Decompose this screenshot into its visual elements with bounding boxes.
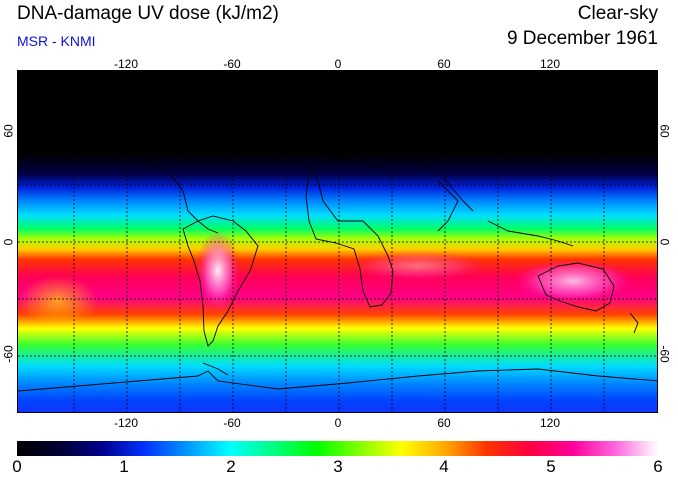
lon-tick-top: 120 bbox=[539, 57, 561, 71]
colorbar-label: 2 bbox=[226, 457, 236, 476]
map-title: DNA-damage UV dose (kJ/m2) bbox=[17, 3, 279, 24]
lon-tick-bottom: 0 bbox=[334, 416, 342, 430]
hotspot-indian-ocean bbox=[348, 251, 488, 281]
date-label: 9 December 1961 bbox=[506, 28, 658, 49]
lon-tick-top: -60 bbox=[223, 57, 241, 71]
antarctic-peninsula bbox=[202, 362, 229, 376]
frame-ticks bbox=[74, 71, 657, 73]
uv-dose-map bbox=[17, 70, 658, 413]
lat-tick-left: -60 bbox=[1, 345, 16, 363]
lon-tick-bottom: 60 bbox=[437, 416, 451, 430]
lat-tick-right: -60 bbox=[657, 345, 672, 363]
coastlines bbox=[18, 130, 657, 392]
colorbar-label: 5 bbox=[546, 457, 556, 476]
sky-condition-label: Clear-sky bbox=[577, 3, 658, 24]
hotspot-south-america bbox=[196, 231, 240, 311]
india-coast bbox=[437, 180, 459, 232]
lon-tick-bottom: -120 bbox=[113, 416, 139, 430]
lon-tick-top: 0 bbox=[334, 57, 342, 71]
lon-tick-top: -120 bbox=[113, 57, 139, 71]
colorbar-label: 3 bbox=[333, 457, 343, 476]
south-america-coast bbox=[182, 215, 259, 347]
lon-tick-bottom: -60 bbox=[223, 416, 241, 430]
southeast-asia-coast bbox=[487, 220, 574, 247]
north-america-coast bbox=[37, 130, 219, 234]
africa-coast bbox=[305, 164, 394, 308]
antarctica-coast bbox=[18, 368, 657, 392]
cloud-band-pacific bbox=[18, 276, 98, 326]
lat-tick-right: 60 bbox=[657, 124, 672, 138]
lat-tick-right: 0 bbox=[657, 238, 672, 246]
new-zealand-coast bbox=[629, 312, 639, 334]
lat-tick-left: 0 bbox=[1, 238, 16, 246]
source-label: MSR - KNMI bbox=[17, 33, 96, 49]
colorbar-label: 4 bbox=[439, 457, 449, 476]
eurasia-coast bbox=[317, 150, 474, 212]
colorbar-label: 1 bbox=[119, 457, 129, 476]
colorbar-label: 6 bbox=[653, 457, 663, 476]
lat-tick-left: 60 bbox=[1, 124, 16, 138]
colorbar-fill bbox=[17, 441, 658, 456]
lon-tick-bottom: 120 bbox=[539, 416, 561, 430]
hotspot-australia bbox=[513, 259, 633, 303]
graticule bbox=[18, 71, 657, 412]
map-canvas bbox=[18, 71, 657, 412]
lon-tick-top: 60 bbox=[437, 57, 451, 71]
colorbar-label: 0 bbox=[12, 457, 22, 476]
colorbar bbox=[17, 441, 658, 456]
